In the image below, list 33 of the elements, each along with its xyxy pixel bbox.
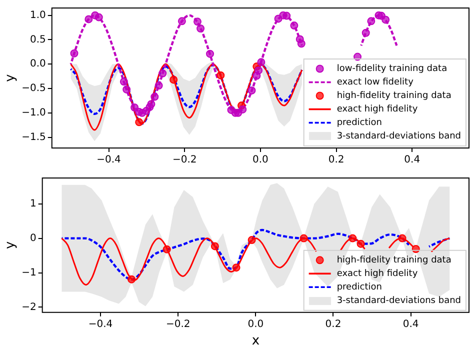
y-tick-label: −0.5 [22,83,46,94]
x-tick-label: −0.4 [88,318,113,330]
y-tick-label: −1.0 [22,107,46,118]
x-tick-label: −0.2 [166,318,190,330]
x-axis-title: x [252,334,260,349]
y-tick-label: 0 [30,232,36,244]
y-tick-label: −2 [22,302,36,313]
x-tick-label: 0.4 [404,154,420,166]
legend-label: prediction [336,282,382,292]
x-tick-label: −0.2 [172,154,197,166]
y-tick-label: 0.0 [30,58,46,70]
annotation: 3-standard-deviations band [336,296,462,306]
legend-label: prediction [336,118,382,128]
y-tick-label: 1 [30,198,36,210]
x-tick-label: 0.0 [252,154,268,166]
y-tick-label: 1.0 [30,10,46,21]
legend-label: high-fidelity training data [336,91,452,102]
x-tick-label: 0.0 [248,318,264,330]
y-axis-title: y [3,74,18,82]
x-tick-label: −0.4 [96,154,121,166]
legend-label: high-fidelity training data [336,255,452,266]
legend-label: exact high fidelity [336,104,418,115]
x-tick-label: 0.4 [402,318,419,330]
legend-label: low-fidelity training data [336,64,448,74]
legend-label: exact low fidelity [336,78,414,88]
x-tick-label: 0.2 [325,318,342,330]
y-tick-label: −1 [22,267,36,278]
x-tick-label: 0.2 [328,154,344,166]
y-axis-title: y [3,241,18,250]
annotation: 3-standard-deviations band [336,132,462,142]
y-tick-label: 0.5 [30,34,46,46]
legend-label: exact high fidelity [336,268,418,279]
y-tick-label: −1.5 [22,132,46,143]
